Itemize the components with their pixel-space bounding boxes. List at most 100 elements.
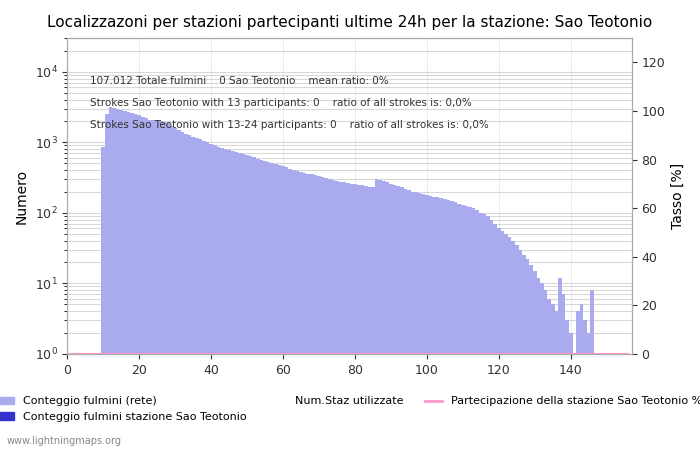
Legend: Conteggio fulmini (rete), Conteggio fulmini stazione Sao Teotonio, Num.Staz util: Conteggio fulmini (rete), Conteggio fulm… <box>0 392 700 427</box>
Bar <box>561 294 566 450</box>
Bar <box>134 114 137 450</box>
Bar <box>249 156 253 450</box>
Bar <box>177 130 181 450</box>
Bar <box>159 121 162 450</box>
Bar <box>108 107 112 450</box>
Bar <box>155 120 159 450</box>
Bar <box>234 152 238 450</box>
Bar <box>141 117 145 450</box>
Bar <box>120 110 123 450</box>
Text: www.lightningmaps.org: www.lightningmaps.org <box>7 436 122 446</box>
Bar <box>295 171 299 450</box>
Bar <box>321 177 324 450</box>
Bar <box>494 224 497 450</box>
Bar <box>231 151 234 450</box>
Bar <box>299 172 303 450</box>
Bar <box>479 213 482 450</box>
Bar <box>349 184 354 450</box>
Bar <box>386 182 389 450</box>
Bar <box>270 163 274 450</box>
Bar <box>112 108 116 450</box>
Bar <box>195 138 199 450</box>
Bar <box>591 290 594 450</box>
Bar <box>220 148 224 450</box>
Bar <box>504 234 508 450</box>
Bar <box>253 158 256 450</box>
Bar <box>267 162 270 450</box>
Bar <box>440 198 443 450</box>
Text: Strokes Sao Teotonio with 13-24 participants: 0    ratio of all strokes is: 0,0%: Strokes Sao Teotonio with 13-24 particip… <box>90 120 489 130</box>
Bar <box>389 184 393 450</box>
Bar <box>490 220 493 450</box>
Bar <box>443 199 447 450</box>
Bar <box>285 167 288 450</box>
Bar <box>400 187 403 450</box>
Bar <box>472 208 475 450</box>
Bar <box>191 137 195 450</box>
Bar <box>263 161 267 450</box>
Bar <box>537 278 540 450</box>
Bar <box>512 241 515 450</box>
Title: Localizzazoni per stazioni partecipanti ultime 24h per la stazione: Sao Teotonio: Localizzazoni per stazioni partecipanti … <box>47 15 652 30</box>
Bar <box>468 207 472 450</box>
Bar <box>357 184 360 450</box>
Bar <box>414 192 418 450</box>
Bar <box>184 134 188 450</box>
Bar <box>500 231 504 450</box>
Bar <box>529 265 533 450</box>
Bar <box>396 186 400 450</box>
Bar <box>278 165 281 450</box>
Bar <box>335 181 339 450</box>
Bar <box>328 179 332 450</box>
Bar <box>241 153 245 450</box>
Bar <box>540 283 544 450</box>
Bar <box>127 112 130 450</box>
Bar <box>558 278 561 450</box>
Bar <box>458 203 461 450</box>
Bar <box>407 190 411 450</box>
Bar <box>566 320 569 450</box>
Bar <box>461 205 465 450</box>
Bar <box>421 194 425 450</box>
Bar <box>360 185 364 450</box>
Bar <box>382 181 386 450</box>
Bar <box>317 176 321 450</box>
Bar <box>181 132 184 450</box>
Bar <box>166 123 170 450</box>
Bar <box>374 179 378 450</box>
Bar <box>522 255 526 450</box>
Bar <box>213 145 216 450</box>
Bar <box>224 148 228 450</box>
Bar <box>152 120 155 450</box>
Bar <box>162 122 166 450</box>
Bar <box>245 154 249 450</box>
Bar <box>576 311 580 450</box>
Y-axis label: Tasso [%]: Tasso [%] <box>671 163 685 229</box>
Bar <box>228 150 231 450</box>
Bar <box>307 174 310 450</box>
Bar <box>346 183 349 450</box>
Bar <box>580 305 583 450</box>
Y-axis label: Numero: Numero <box>15 168 29 224</box>
Bar <box>303 173 307 450</box>
Bar <box>145 118 148 450</box>
Bar <box>209 144 213 450</box>
Bar <box>475 210 479 450</box>
Bar <box>519 250 522 450</box>
Bar <box>256 159 260 450</box>
Bar <box>544 290 547 450</box>
Bar <box>260 160 263 450</box>
Bar <box>465 206 468 450</box>
Bar <box>314 176 317 450</box>
Bar <box>123 111 127 450</box>
Bar <box>583 320 587 450</box>
Bar <box>515 245 519 450</box>
Bar <box>274 164 278 450</box>
Bar <box>454 202 458 450</box>
Bar <box>433 197 436 450</box>
Text: Strokes Sao Teotonio with 13 participants: 0    ratio of all strokes is: 0,0%: Strokes Sao Teotonio with 13 participant… <box>90 98 472 108</box>
Bar <box>170 126 174 450</box>
Bar <box>418 193 421 450</box>
Bar <box>339 182 342 450</box>
Bar <box>342 182 346 450</box>
